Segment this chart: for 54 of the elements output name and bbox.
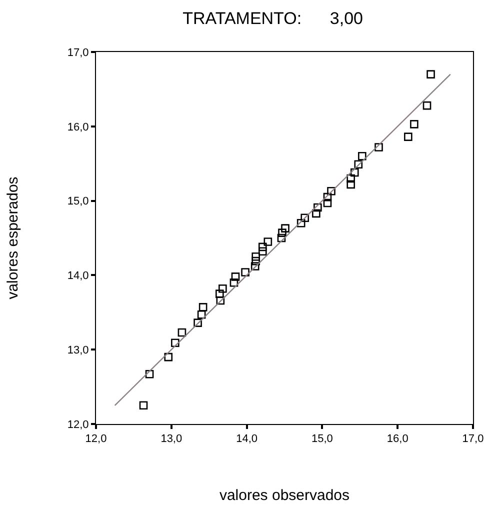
point xyxy=(346,174,355,183)
point xyxy=(350,168,359,177)
point xyxy=(139,401,148,410)
y-tick-label: 16,0 xyxy=(67,121,89,134)
y-axis-title: valores esperados xyxy=(4,176,22,300)
y-tick-label: 15,0 xyxy=(67,196,89,208)
point xyxy=(422,101,432,110)
point xyxy=(194,318,202,327)
point xyxy=(358,152,366,160)
point xyxy=(198,303,208,312)
point xyxy=(404,132,412,141)
x-tick-label: 12,0 xyxy=(85,433,107,446)
chart-title: TRATAMENTO: 3,00 xyxy=(182,8,364,28)
y-tick-label: 17,0 xyxy=(67,46,89,59)
x-tick-label: 13,0 xyxy=(160,433,182,446)
point xyxy=(250,262,260,270)
y-tick-label: 13,0 xyxy=(67,344,89,356)
x-tick-label: 15,0 xyxy=(311,433,333,446)
point xyxy=(327,186,336,196)
x-tick-label: 14,0 xyxy=(236,433,258,446)
point xyxy=(171,338,180,348)
point xyxy=(278,228,286,237)
point xyxy=(178,328,186,337)
x-tick-label: 17,0 xyxy=(462,433,484,446)
y-tick-label: 14,0 xyxy=(67,270,89,282)
point xyxy=(410,120,418,128)
point xyxy=(258,242,267,252)
point xyxy=(241,268,250,276)
y-tick-label: 12,0 xyxy=(67,418,89,431)
point xyxy=(197,310,206,319)
point xyxy=(164,352,173,362)
point xyxy=(216,290,224,298)
point xyxy=(145,370,154,378)
x-axis-title: valores observados xyxy=(219,487,350,504)
point xyxy=(300,214,310,222)
point xyxy=(264,238,272,246)
point xyxy=(314,203,322,212)
point xyxy=(281,224,290,232)
point xyxy=(258,247,267,256)
point xyxy=(277,234,286,242)
point xyxy=(323,192,332,202)
point xyxy=(312,209,320,218)
point xyxy=(374,143,383,152)
point xyxy=(323,198,332,208)
point xyxy=(346,180,355,189)
point xyxy=(218,284,227,293)
x-tick-label: 16,0 xyxy=(386,433,408,446)
point xyxy=(252,256,260,266)
point xyxy=(230,278,238,287)
point xyxy=(231,272,240,281)
point xyxy=(354,160,363,168)
point xyxy=(296,218,306,228)
point xyxy=(426,70,435,78)
point xyxy=(216,296,225,305)
